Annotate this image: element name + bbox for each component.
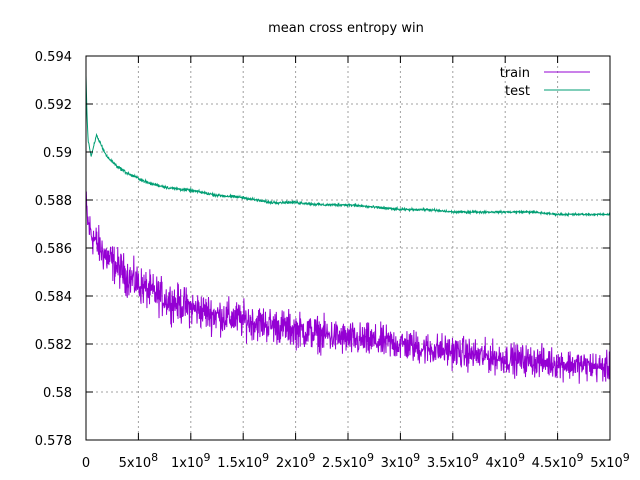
x-tick-label-exponent: 9 xyxy=(623,451,630,464)
x-tick-label-exponent: 9 xyxy=(472,451,479,464)
x-tick-label-exponent: 9 xyxy=(308,451,315,464)
legend-label: train xyxy=(500,66,530,81)
grid xyxy=(86,56,610,440)
x-tick-label-exponent: 9 xyxy=(413,451,420,464)
series-line-test xyxy=(85,75,611,218)
x-tick-label-base: 5x10 xyxy=(119,456,152,471)
x-tick-label-base: 3.5x10 xyxy=(427,456,472,471)
y-tick-label: 0.59 xyxy=(43,146,72,161)
ticks xyxy=(85,55,611,441)
tick-labels: 0.578 0.58 0.582 0.584 0.586 0.588 0.59 0.592 0.… xyxy=(35,50,630,471)
x-tick-label-base: 1.5x10 xyxy=(217,456,262,471)
x-tick-label-base: 1x10 xyxy=(171,456,204,471)
x-tick-label: 5x108 xyxy=(119,451,159,471)
x-tick-label: 2x109 xyxy=(276,451,316,471)
series-line-train xyxy=(85,191,611,384)
series-layer xyxy=(85,75,611,384)
x-tick-label-base: 4.5x10 xyxy=(532,456,577,471)
x-tick-label-base: 2x10 xyxy=(276,456,309,471)
x-tick-label: 4.5x109 xyxy=(532,451,584,471)
x-tick-label: 3x109 xyxy=(381,451,421,471)
x-tick-label-base: 4x10 xyxy=(485,456,518,471)
legend: train test xyxy=(500,66,590,99)
x-tick-label: 2.5x109 xyxy=(322,451,374,471)
y-tick-label: 0.582 xyxy=(35,338,72,353)
chart-title: mean cross entropy win xyxy=(268,21,424,36)
x-tick-label-exponent: 9 xyxy=(577,451,584,464)
y-tick-label: 0.594 xyxy=(35,50,72,65)
x-tick-label: 0 xyxy=(82,456,90,471)
x-tick-label-base: 5x10 xyxy=(590,456,623,471)
y-tick-label: 0.578 xyxy=(35,434,72,449)
x-tick-label: 4x109 xyxy=(485,451,525,471)
x-tick-label-exponent: 9 xyxy=(518,451,525,464)
x-tick-label-exponent: 9 xyxy=(204,451,211,464)
x-tick-label-base: 3x10 xyxy=(381,456,414,471)
x-tick-label-exponent: 8 xyxy=(151,451,158,464)
x-tick-label-base: 2.5x10 xyxy=(322,456,367,471)
x-tick-label: 1.5x109 xyxy=(217,451,269,471)
y-tick-label: 0.586 xyxy=(35,242,72,257)
x-tick-label-exponent: 9 xyxy=(367,451,374,464)
x-tick-label: 5x109 xyxy=(590,451,630,471)
y-tick-label: 0.592 xyxy=(35,98,72,113)
y-tick-label: 0.588 xyxy=(35,194,72,209)
y-tick-label: 0.584 xyxy=(35,290,72,305)
legend-label: test xyxy=(505,84,530,99)
x-tick-label: 1x109 xyxy=(171,451,211,471)
x-tick-label-exponent: 9 xyxy=(262,451,269,464)
y-tick-label: 0.58 xyxy=(43,386,72,401)
x-tick-label: 3.5x109 xyxy=(427,451,479,471)
